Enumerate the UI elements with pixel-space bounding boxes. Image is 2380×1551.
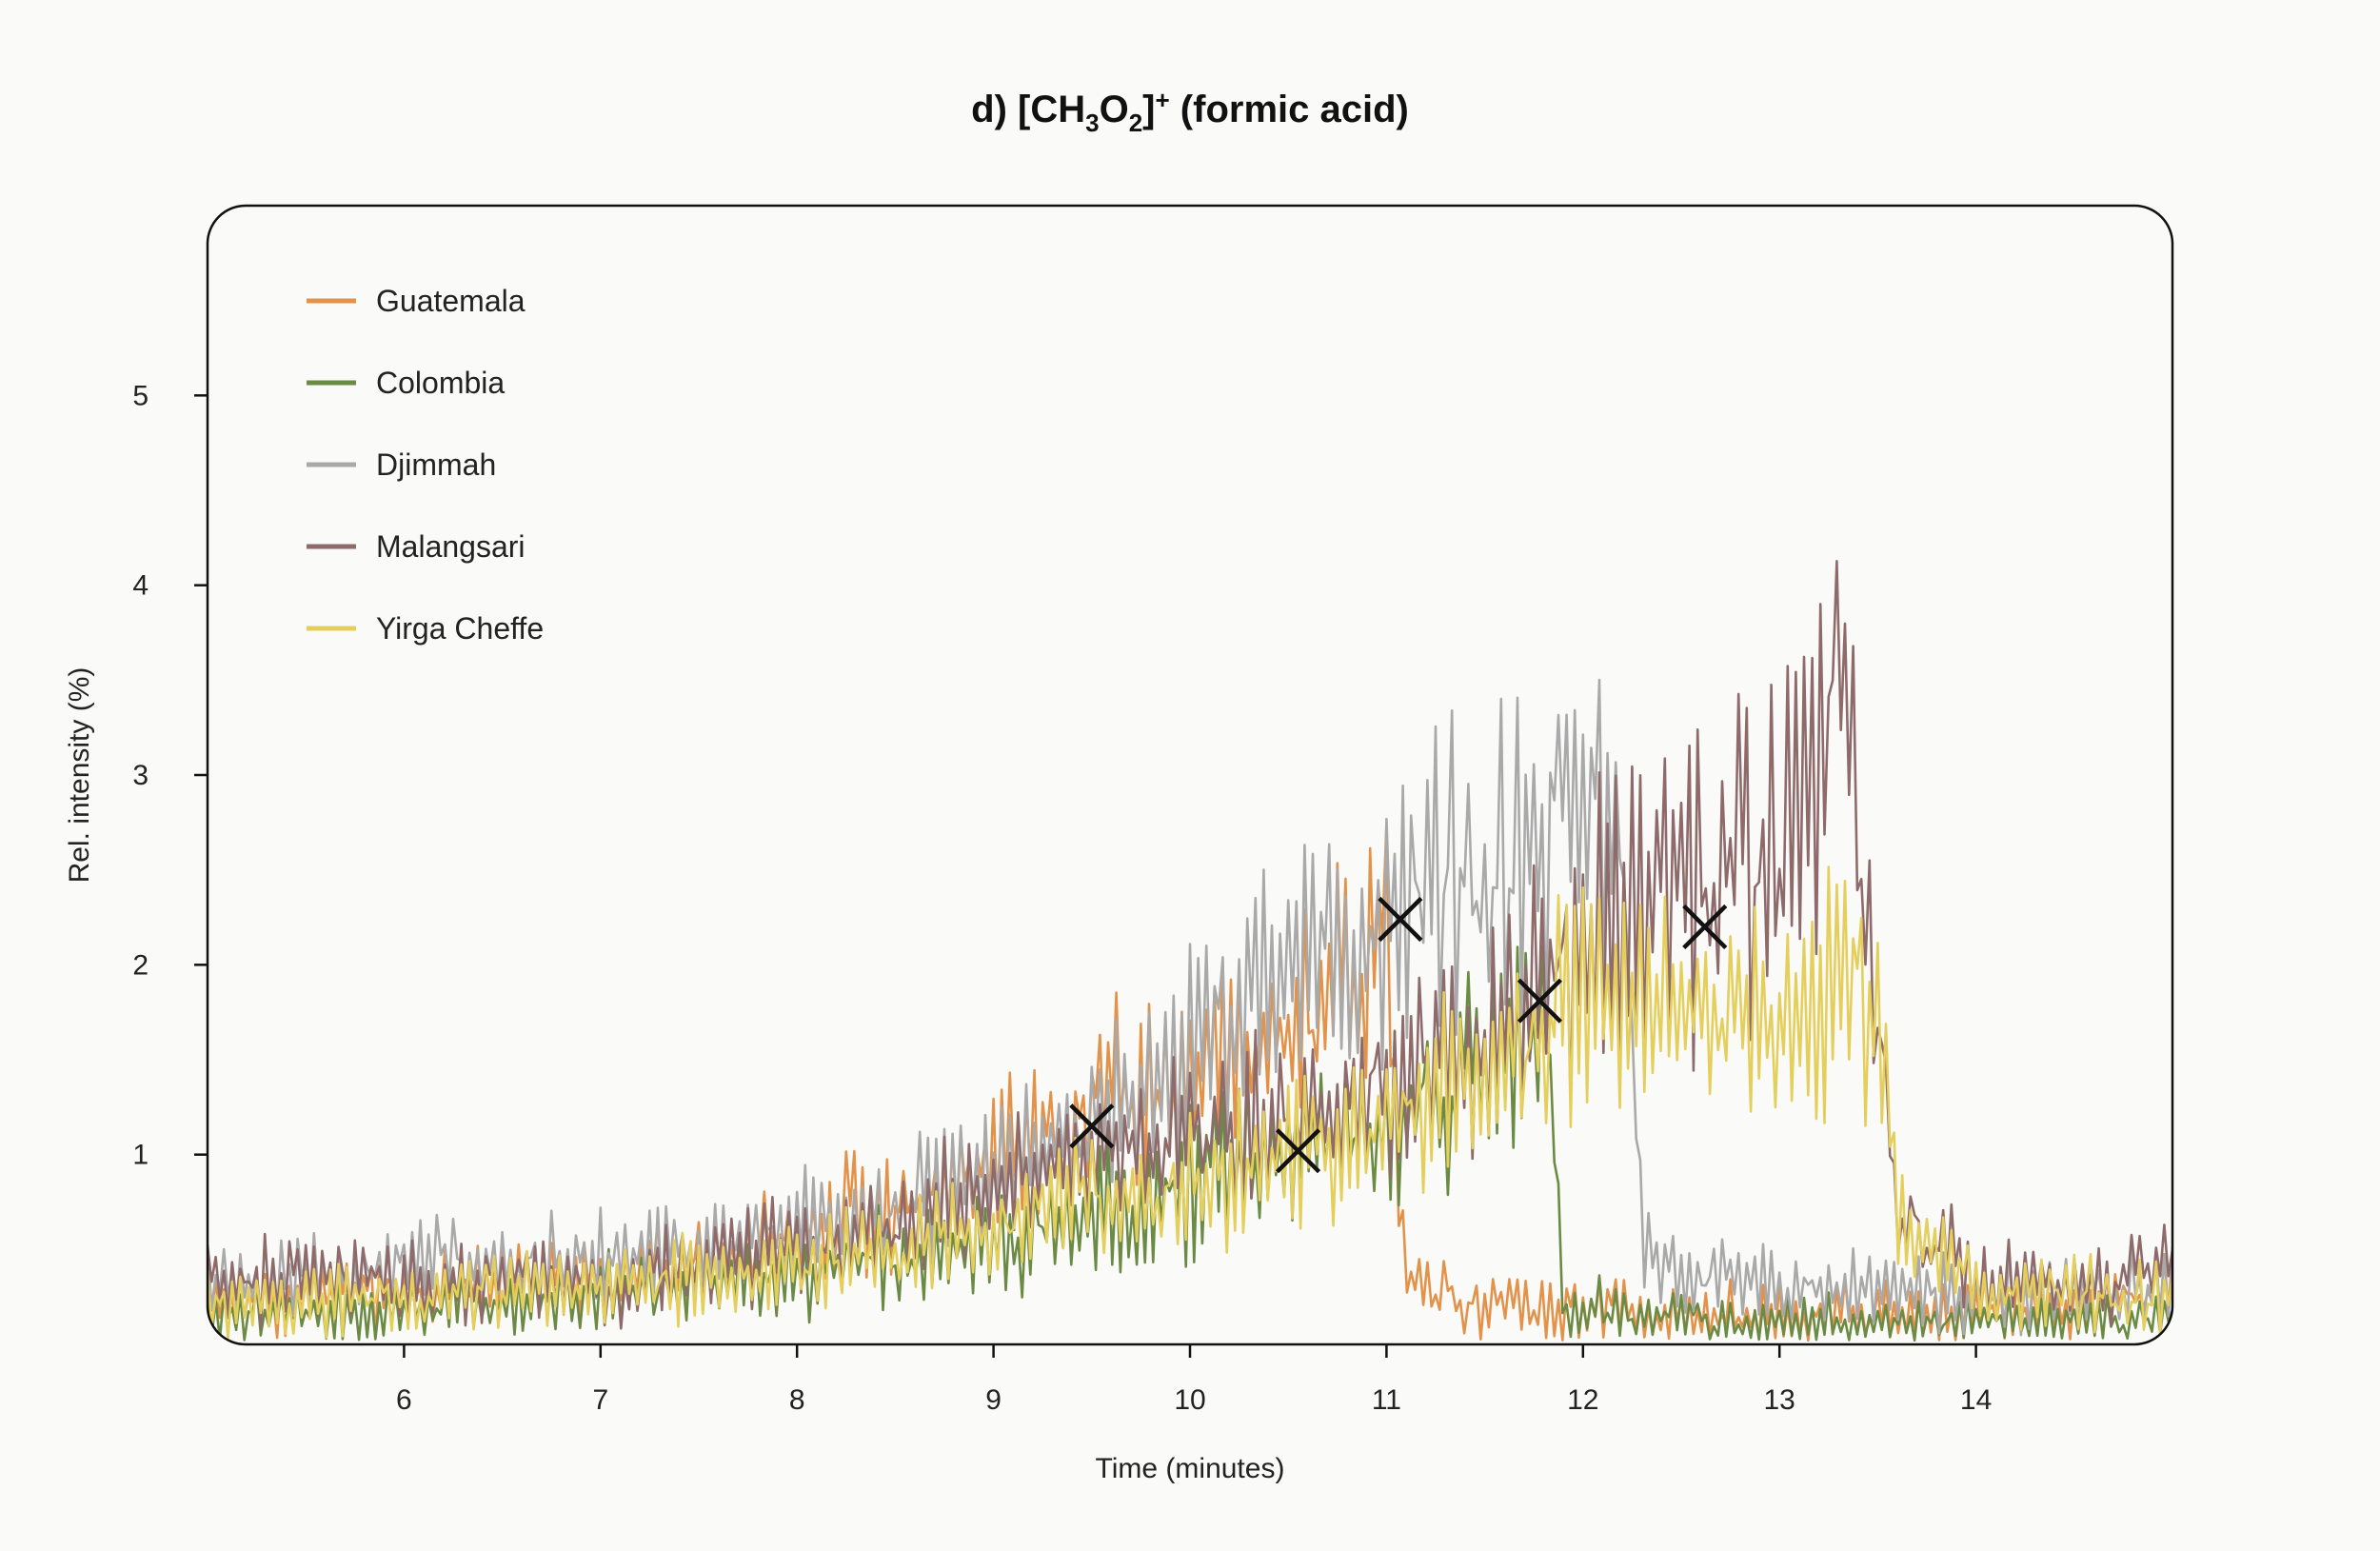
- legend-label: Yirga Cheffe: [376, 611, 544, 646]
- legend-item: Yirga Cheffe: [307, 611, 544, 646]
- series-layer: [208, 559, 2172, 1342]
- x-marker: [1275, 1128, 1321, 1174]
- x-marker-stroke: [1275, 1128, 1321, 1174]
- x-marker: [1069, 1104, 1115, 1149]
- x-tick-label: 12: [1567, 1384, 1598, 1416]
- chart-title-prefix: d) [CH: [971, 89, 1085, 130]
- legend: Guatemala Colombia Djimmah Malangsari Yirga …: [307, 284, 544, 646]
- chart-title-sub1: 3: [1085, 109, 1099, 137]
- x-tick-label: 14: [1960, 1384, 1992, 1416]
- chart-title-sup: +: [1156, 86, 1170, 114]
- x-marker: [1517, 978, 1562, 1024]
- x-marker-stroke: [1069, 1104, 1115, 1149]
- chart-title-sub2: 2: [1129, 109, 1142, 137]
- x-marker: [1682, 904, 1728, 950]
- y-axis: 1 2 3 4 5: [132, 380, 208, 1171]
- legend-item: Guatemala: [307, 284, 526, 318]
- x-marker-stroke: [1517, 978, 1562, 1024]
- x-tick-label: 6: [396, 1384, 412, 1416]
- y-tick-label: 3: [132, 760, 149, 791]
- legend-item: Colombia: [307, 366, 505, 400]
- legend-label: Guatemala: [376, 284, 526, 318]
- marker-layer: [1069, 896, 1728, 1174]
- y-tick-label: 2: [132, 949, 149, 981]
- chart-title: d) [CH3O2]+ (formic acid): [971, 86, 1409, 137]
- y-tick-label: 1: [132, 1140, 149, 1171]
- y-axis-label: Rel. intensity (%): [64, 667, 95, 884]
- chart-title-close: ]: [1142, 89, 1155, 130]
- x-marker-stroke: [1378, 896, 1423, 943]
- legend-item: Djimmah: [307, 447, 496, 482]
- y-tick-label: 5: [132, 380, 149, 411]
- x-tick-label: 7: [592, 1384, 608, 1416]
- x-marker: [1378, 896, 1423, 943]
- x-tick-label: 11: [1372, 1384, 1401, 1416]
- series-line-djimmah: [208, 678, 2172, 1337]
- legend-item: Malangsari: [307, 529, 526, 564]
- x-tick-label: 13: [1764, 1384, 1795, 1416]
- legend-label: Colombia: [376, 366, 505, 400]
- series-line-malangsari: [208, 559, 2172, 1330]
- chart-title-suffix: (formic acid): [1170, 89, 1409, 130]
- x-axis: 6 7 8 9 10 11 12 13 14: [396, 1344, 1992, 1416]
- x-marker-stroke: [1682, 904, 1728, 950]
- x-tick-label: 8: [789, 1384, 805, 1416]
- x-axis-label: Time (minutes): [1096, 1453, 1285, 1484]
- legend-label: Djimmah: [376, 447, 496, 482]
- y-tick-label: 4: [132, 570, 149, 602]
- x-tick-label: 10: [1174, 1384, 1205, 1416]
- series-line-yirga-cheffe: [208, 865, 2172, 1341]
- chart-title-mid: O: [1100, 89, 1129, 130]
- legend-label: Malangsari: [376, 529, 526, 564]
- x-tick-label: 9: [985, 1384, 1002, 1416]
